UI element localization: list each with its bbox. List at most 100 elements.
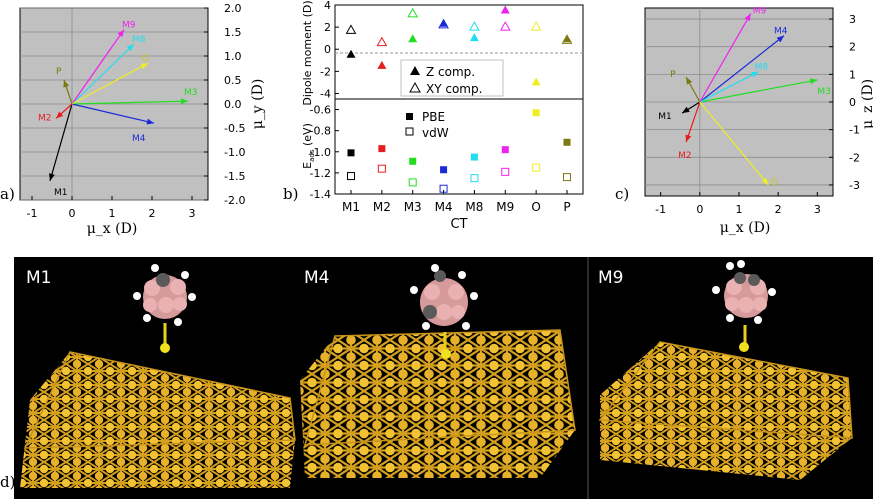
y-axis-label-a: μ_y (D) bbox=[250, 79, 266, 130]
y-tick-label: 1.0 bbox=[224, 50, 242, 63]
vector-label-p: P bbox=[56, 67, 62, 77]
render-label-m4: M4 bbox=[304, 268, 329, 288]
marker-pbe-m4 bbox=[440, 166, 448, 174]
marker-vdw-m8 bbox=[470, 174, 479, 183]
vector-plot-xz: -1 0 1 2 3 3 2 1 0 -1 -2 -3 M1 M2 M3 M4 M8 M9 O P μ_x (D)… bbox=[644, 7, 873, 236]
ticks-b: 4 2 0 -2 -4 -0.6 -0.8 -1.0 -1.2 -1.4 M1 M2 M3 M4 M8 M9 O… bbox=[310, 0, 571, 214]
x-axis-label-b: CT bbox=[450, 217, 467, 232]
vector-label-m9: M9 bbox=[753, 7, 767, 17]
y-axis-label-b-top: Dipole moment (D) bbox=[301, 0, 314, 105]
vector-m4 bbox=[699, 35, 785, 103]
panel-label-d: d) bbox=[0, 473, 15, 491]
render-label-m9: M9 bbox=[598, 268, 623, 288]
arrowhead-m2 bbox=[685, 134, 692, 143]
y-axis-label-b-bottom: Eads (eV) bbox=[301, 123, 316, 169]
vector-o bbox=[699, 101, 769, 186]
y-tick-label: 3 bbox=[849, 13, 856, 26]
arrowhead-o bbox=[140, 63, 148, 70]
marker-pbe-m3 bbox=[409, 157, 417, 165]
x-tick-label-b: M9 bbox=[496, 200, 514, 214]
marker-xy-o bbox=[530, 21, 542, 31]
marker-vdw-m1 bbox=[347, 172, 355, 181]
y-tick-label: 1.5 bbox=[224, 26, 242, 39]
y-tick-label-b-top: 4 bbox=[324, 0, 331, 12]
y-tick-label: 0 bbox=[849, 96, 856, 109]
x-tick-label: 1 bbox=[736, 203, 743, 216]
legend-label-vdw: vdW bbox=[422, 126, 449, 140]
vector-label-m8: M8 bbox=[132, 35, 146, 45]
marker-xy-m9 bbox=[499, 21, 511, 31]
x-tick-label: 0 bbox=[69, 207, 76, 220]
legend-b-top: Z comp. XY comp. bbox=[400, 59, 504, 97]
marker-vdw-m3 bbox=[408, 178, 417, 187]
render-m1: M1 bbox=[20, 264, 296, 488]
marker-xy-p bbox=[561, 34, 573, 44]
vector-label-m9: M9 bbox=[122, 21, 136, 31]
legend-marker-open-triangle bbox=[409, 81, 421, 93]
arrowhead-o bbox=[761, 177, 769, 185]
y-tick-label: -1 bbox=[849, 124, 860, 137]
x-tick-label-b: M2 bbox=[373, 200, 391, 214]
arrowhead-m1 bbox=[49, 173, 55, 181]
x-tick-label-b: M1 bbox=[342, 200, 360, 214]
x-tick-label: 2 bbox=[775, 203, 782, 216]
vector-m9 bbox=[71, 29, 125, 105]
x-ticks-a: -1 0 1 2 3 bbox=[27, 196, 196, 220]
arrowhead-m3 bbox=[809, 78, 818, 85]
vector-label-m8: M8 bbox=[755, 63, 769, 73]
vector-label-o: O bbox=[142, 54, 149, 64]
vector-label-m3: M3 bbox=[817, 87, 831, 97]
arrowhead-m4 bbox=[776, 35, 785, 43]
carborane-cluster-m9 bbox=[712, 260, 776, 324]
legend-label-pbe: PBE bbox=[422, 110, 445, 124]
x-tick-label-b: O bbox=[531, 200, 540, 214]
legend-marker-open-square bbox=[405, 127, 414, 136]
legend-marker-filled-triangle bbox=[410, 66, 420, 75]
marker-pbe-p bbox=[563, 138, 571, 146]
y-tick-label: 0.5 bbox=[224, 74, 242, 87]
panel-label-c: c) bbox=[615, 185, 629, 203]
marker-vdw-p bbox=[563, 173, 571, 182]
y-tick-label: -0.5 bbox=[224, 122, 245, 135]
vector-m4 bbox=[71, 103, 155, 124]
y-tick-label: 0.0 bbox=[224, 98, 242, 111]
x-tick-label: 3 bbox=[814, 203, 821, 216]
marker-xy-m1 bbox=[345, 24, 357, 34]
vector-m9 bbox=[699, 13, 752, 103]
vector-m8 bbox=[699, 71, 759, 103]
arrowhead-m9 bbox=[117, 29, 124, 38]
y-tick-label-b-bottom: -1.4 bbox=[310, 188, 331, 201]
x-tick-label: 3 bbox=[189, 207, 196, 220]
y-tick-label-b-top: 0 bbox=[324, 43, 331, 56]
marker-z-m3 bbox=[408, 34, 418, 43]
marker-vdw-m2 bbox=[377, 164, 386, 173]
marker-pbe-m9 bbox=[501, 146, 509, 154]
arrowhead-m1 bbox=[682, 106, 690, 114]
vector-label-m1: M1 bbox=[658, 112, 672, 122]
arrowhead-p bbox=[686, 77, 693, 85]
marker-z-m2 bbox=[377, 60, 387, 69]
x-tick-label: 1 bbox=[109, 207, 116, 220]
vector-label-m4: M4 bbox=[132, 134, 146, 144]
panel-label-a: a) bbox=[0, 185, 15, 203]
marker-z-m8 bbox=[469, 33, 479, 42]
vector-m8 bbox=[71, 43, 135, 105]
marker-z-o bbox=[531, 77, 541, 86]
legend-label-xy: XY comp. bbox=[426, 82, 482, 96]
vector-label-p: P bbox=[670, 70, 676, 80]
x-tick-label: -1 bbox=[27, 207, 38, 220]
y-tick-label: -3 bbox=[849, 179, 860, 192]
y-ticks-a: 2.0 1.5 1.0 0.5 0.0 -0.5 -1.0 -1.5 -2.0 bbox=[204, 2, 245, 207]
y-tick-label-b-top: -4 bbox=[320, 87, 331, 100]
vector-label-m2: M2 bbox=[678, 151, 692, 161]
vector-m2 bbox=[685, 101, 701, 143]
y-tick-label: 1 bbox=[849, 68, 856, 81]
x-ticks-c: -1 0 1 2 3 bbox=[655, 192, 821, 216]
vector-m3 bbox=[71, 100, 189, 105]
arrowhead-m3 bbox=[180, 98, 188, 105]
marker-vdw-m9 bbox=[501, 167, 510, 176]
y-tick-label-b-top: 2 bbox=[324, 21, 331, 34]
arrowhead-p bbox=[63, 80, 70, 88]
y-tick-label: -2 bbox=[849, 151, 860, 164]
